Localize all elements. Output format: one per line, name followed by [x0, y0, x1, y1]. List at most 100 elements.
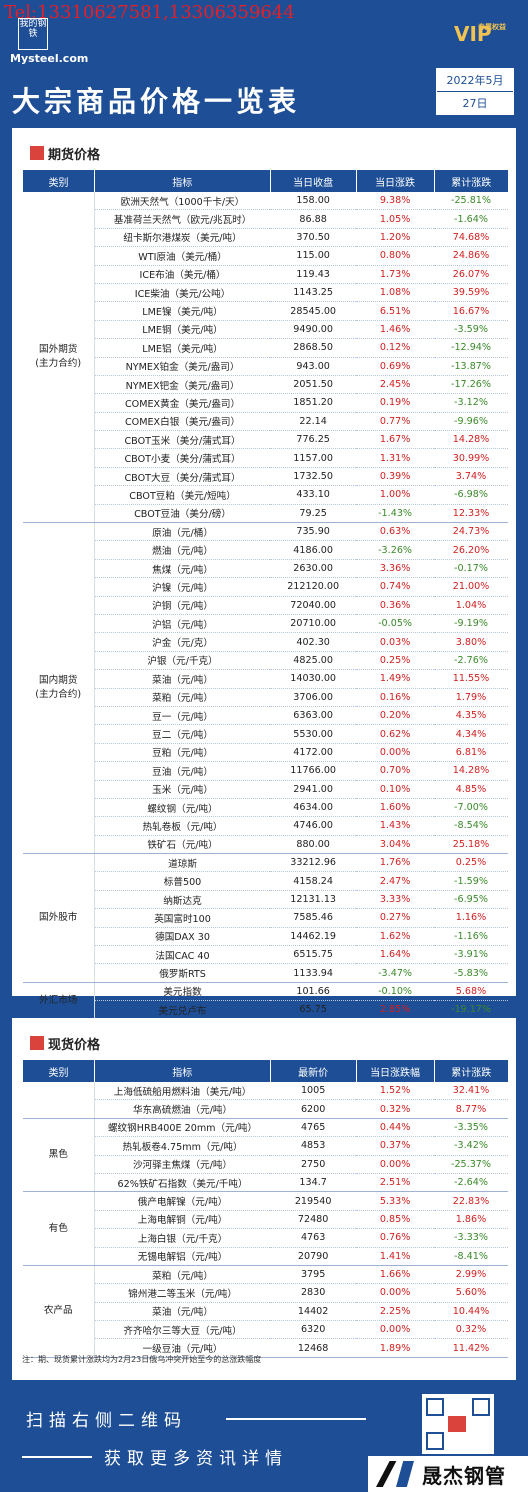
indicator-cell: 无锡电解铝（元/吨） [94, 1247, 271, 1266]
daily-change-cell: 1.31% [356, 448, 435, 468]
table-row: ICE柴油（美元/公吨） 1143.25 1.08% 39.59% [23, 283, 508, 303]
daily-change-cell: 1.20% [356, 228, 435, 248]
qr-code-icon[interactable] [422, 1394, 494, 1454]
indicator-cell: 齐齐哈尔三等大豆（元/吨） [94, 1320, 271, 1340]
daily-change-cell: 0.00% [356, 1320, 435, 1340]
column-header: 指标 [93, 1060, 271, 1082]
cumulative-change-cell: 25.18% [434, 835, 508, 855]
table-row: 豆一（元/吨） 6363.00 0.20% 4.35% [23, 706, 508, 726]
daily-change-cell: 0.16% [356, 688, 435, 707]
cumulative-change-cell: -17.26% [434, 375, 508, 395]
daily-change-cell: 1.62% [356, 927, 435, 947]
price-cell: 1732.50 [270, 467, 357, 487]
indicator-cell: 基准荷兰天然气（欧元/兆瓦时） [94, 209, 271, 229]
table-row: 华东高硫燃油（元/吨） 6200 0.32% 8.77% [23, 1099, 508, 1119]
price-cell: 14030.00 [270, 669, 357, 689]
daily-change-cell: 0.19% [356, 393, 435, 413]
table-row: LME铜（美元/吨） 9490.00 1.46% -3.59% [23, 320, 508, 340]
price-cell: 402.30 [270, 632, 357, 652]
table-row: 焦煤（元/吨） 2630.00 3.36% -0.17% [23, 559, 508, 579]
table-row: 一级豆油（元/吨） 12468 1.89% 11.42% [23, 1338, 508, 1358]
cumulative-change-cell: -7.00% [434, 798, 508, 818]
daily-change-cell: 1.08% [356, 283, 435, 303]
daily-change-cell: 1.64% [356, 945, 435, 965]
daily-change-cell: 2.47% [356, 871, 435, 891]
divider-line [22, 1456, 92, 1458]
table-row: 燃油（元/吨） 4186.00 -3.26% 26.20% [23, 540, 508, 560]
price-cell: 33212.96 [270, 853, 357, 873]
indicator-cell: 豆一（元/吨） [94, 706, 271, 726]
price-cell: 20790 [270, 1247, 357, 1266]
price-cell: 1143.25 [270, 283, 357, 303]
daily-change-cell: -1.43% [356, 504, 435, 524]
category-cell: 外汇市场 [22, 982, 95, 1020]
column-header: 当日涨跌幅 [355, 1060, 435, 1082]
cumulative-change-cell: -1.16% [434, 927, 508, 947]
indicator-cell: 欧洲天然气（1000千卡/天） [94, 192, 271, 211]
price-cell: 11766.00 [270, 761, 357, 781]
cumulative-change-cell: 1.04% [434, 596, 508, 615]
indicator-cell: CBOT玉米（美分/蒲式耳） [94, 430, 271, 450]
cumulative-change-cell: -3.42% [434, 1136, 508, 1156]
divider-line [226, 1418, 366, 1420]
indicator-cell: 沪铝（元/吨） [94, 614, 271, 634]
daily-change-cell: 1.89% [356, 1338, 435, 1358]
table-row: 标普500 4158.24 2.47% -1.59% [23, 871, 508, 891]
indicator-cell: 上海低硫船用燃料油（美元/吨） [94, 1082, 271, 1101]
indicator-cell: 豆粕（元/吨） [94, 743, 271, 763]
spot-table: 类别 指标 最新价 当日涨跌幅 累计涨跌 上海低硫船用燃料油（美元/吨） 1005 1.52… [22, 1060, 508, 1358]
daily-change-cell: 0.74% [356, 577, 435, 597]
daily-change-cell: -3.26% [356, 540, 435, 560]
indicator-cell: 菜油（元/吨） [94, 669, 271, 689]
cumulative-change-cell: 26.20% [434, 540, 508, 560]
cumulative-change-cell: 32.41% [434, 1082, 508, 1101]
daily-change-cell: 5.33% [356, 1191, 435, 1211]
daily-change-cell: 0.10% [356, 780, 435, 799]
cumulative-change-cell: 24.73% [434, 522, 508, 542]
cumulative-change-cell: -8.41% [434, 1247, 508, 1266]
table-row: CBOT大豆（美分/蒲式耳） 1732.50 0.39% 3.74% [23, 467, 508, 487]
cumulative-change-cell: 39.59% [434, 283, 508, 303]
table-row: 黑色 螺纹钢HRB400E 20mm（元/吨） 4765 0.44% -3.35% [22, 1118, 508, 1193]
table-row: CBOT小麦（美分/蒲式耳） 1157.00 1.31% 30.99% [23, 448, 508, 468]
spot-title: 现货价格 [48, 1037, 101, 1053]
cumulative-change-cell: -3.12% [434, 393, 508, 413]
table-row: 豆粕（元/吨） 4172.00 0.00% 6.81% [23, 743, 508, 763]
daily-change-cell: 0.63% [356, 522, 435, 542]
cumulative-change-cell: -2.76% [434, 651, 508, 671]
daily-change-cell: 0.25% [356, 651, 435, 671]
price-cell: 119.43 [270, 265, 357, 284]
footer-line2: 获取更多资讯详情 [104, 1449, 288, 1469]
price-cell: 79.25 [270, 504, 357, 524]
spot-header: 现货价格 [12, 1018, 516, 1054]
indicator-cell: LME铜（美元/吨） [94, 320, 271, 340]
indicator-cell: 燃油（元/吨） [94, 540, 271, 560]
daily-change-cell: 1.60% [356, 798, 435, 818]
indicator-cell: 美元兑卢布 [94, 1000, 271, 1020]
cumulative-change-cell: 4.35% [434, 706, 508, 726]
cumulative-change-cell: -3.35% [434, 1118, 508, 1138]
price-cell: 943.00 [270, 357, 357, 376]
indicator-cell: 俄产电解镍（元/吨） [94, 1191, 271, 1211]
daily-change-cell: 1.76% [356, 853, 435, 873]
table-row: 上海低硫船用燃料油（美元/吨） 1005 1.52% 32.41% [22, 1082, 508, 1119]
footer-line1: 扫描右侧二维码 [26, 1411, 187, 1431]
category-cell: 国外股市 [22, 853, 95, 983]
table-row: 菜油（元/吨） 14402 2.25% 10.44% [23, 1302, 508, 1322]
cumulative-change-cell: -8.54% [434, 816, 508, 836]
vip-label: 专属权益 [478, 23, 506, 31]
price-cell: 2750 [270, 1155, 357, 1174]
category-cell: 黑色 [22, 1118, 95, 1193]
indicator-cell: 沪金（元/克） [94, 632, 271, 652]
date-line1: 2022年5月 [437, 69, 513, 92]
daily-change-cell: 1.73% [356, 265, 435, 284]
daily-change-cell: 0.37% [356, 1136, 435, 1156]
price-cell: 22.14 [270, 412, 357, 432]
table-row: 螺纹钢（元/吨） 4634.00 1.60% -7.00% [23, 798, 508, 818]
table-row: WTI原油（美元/桶） 115.00 0.80% 24.86% [23, 246, 508, 266]
daily-change-cell: 2.85% [356, 1000, 435, 1020]
daily-change-cell: 1.66% [356, 1265, 435, 1285]
indicator-cell: 法国CAC 40 [94, 945, 271, 965]
column-header: 类别 [22, 1060, 95, 1082]
price-cell: 6515.75 [270, 945, 357, 965]
